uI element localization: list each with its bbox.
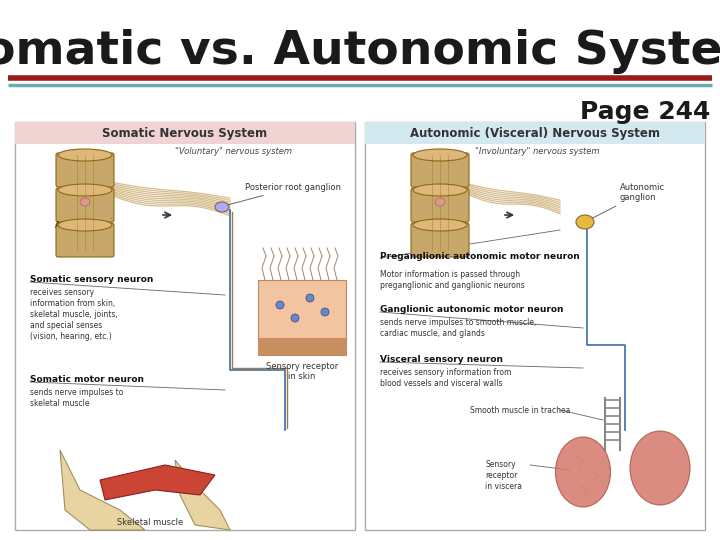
Ellipse shape xyxy=(80,198,90,206)
Ellipse shape xyxy=(58,219,112,231)
Ellipse shape xyxy=(215,202,229,212)
Ellipse shape xyxy=(576,215,594,229)
Text: sends nerve impulses to
skeletal muscle: sends nerve impulses to skeletal muscle xyxy=(30,388,123,408)
Text: Autonomic (Visceral) Nervous System: Autonomic (Visceral) Nervous System xyxy=(410,126,660,139)
Ellipse shape xyxy=(413,149,467,161)
Text: Motor information is passed through
preganglionic and ganglionic neurons: Motor information is passed through preg… xyxy=(380,270,525,290)
Text: sends nerve impulses to smooth muscle,
cardiac muscle, and glands: sends nerve impulses to smooth muscle, c… xyxy=(380,318,536,338)
Text: Anterior root: Anterior root xyxy=(55,218,112,230)
FancyBboxPatch shape xyxy=(365,122,705,530)
FancyBboxPatch shape xyxy=(258,280,346,355)
Text: "Voluntary" nervous system: "Voluntary" nervous system xyxy=(175,147,292,157)
Text: receives sensory
information from skin,
skeletal muscle, joints,
and special sen: receives sensory information from skin, … xyxy=(30,288,118,341)
Text: Somatic Nervous System: Somatic Nervous System xyxy=(102,126,268,139)
FancyBboxPatch shape xyxy=(15,122,355,144)
Ellipse shape xyxy=(630,431,690,505)
Text: Ganglionic autonomic motor neuron: Ganglionic autonomic motor neuron xyxy=(380,305,564,314)
Text: Visceral sensory neuron: Visceral sensory neuron xyxy=(380,355,503,364)
FancyBboxPatch shape xyxy=(56,153,114,187)
FancyBboxPatch shape xyxy=(56,188,114,222)
Text: Page 244: Page 244 xyxy=(580,100,710,124)
Polygon shape xyxy=(100,465,215,500)
Ellipse shape xyxy=(413,219,467,231)
Ellipse shape xyxy=(58,184,112,196)
Text: Smooth muscle in trachea: Smooth muscle in trachea xyxy=(470,406,570,415)
Text: Sensory
receptor
in viscera: Sensory receptor in viscera xyxy=(485,460,522,491)
Ellipse shape xyxy=(413,184,467,196)
Ellipse shape xyxy=(306,294,314,302)
Ellipse shape xyxy=(291,314,299,322)
FancyBboxPatch shape xyxy=(15,122,355,530)
Ellipse shape xyxy=(58,149,112,161)
Text: Sensory receptor
in skin: Sensory receptor in skin xyxy=(266,362,338,381)
FancyBboxPatch shape xyxy=(365,122,705,144)
Text: Somatic vs. Autonomic System: Somatic vs. Autonomic System xyxy=(0,30,720,75)
Text: Somatic sensory neuron: Somatic sensory neuron xyxy=(30,275,153,284)
FancyBboxPatch shape xyxy=(411,188,469,222)
Polygon shape xyxy=(60,450,145,530)
Text: Posterior root ganglion: Posterior root ganglion xyxy=(222,183,341,206)
Ellipse shape xyxy=(276,301,284,309)
Text: "Involuntary" nervous system: "Involuntary" nervous system xyxy=(475,147,600,157)
FancyBboxPatch shape xyxy=(411,153,469,187)
FancyBboxPatch shape xyxy=(411,223,469,257)
FancyBboxPatch shape xyxy=(258,338,346,355)
Ellipse shape xyxy=(321,308,329,316)
FancyBboxPatch shape xyxy=(56,223,114,257)
Text: Somatic motor neuron: Somatic motor neuron xyxy=(30,375,144,384)
Text: Skeletal muscle: Skeletal muscle xyxy=(117,518,183,527)
Polygon shape xyxy=(175,460,230,530)
Text: Autonomic
ganglion: Autonomic ganglion xyxy=(588,183,665,221)
Ellipse shape xyxy=(435,198,445,206)
Text: receives sensory information from
blood vessels and visceral walls: receives sensory information from blood … xyxy=(380,368,511,388)
Ellipse shape xyxy=(556,437,611,507)
Text: Preganglionic autonomic motor neuron: Preganglionic autonomic motor neuron xyxy=(380,252,580,261)
